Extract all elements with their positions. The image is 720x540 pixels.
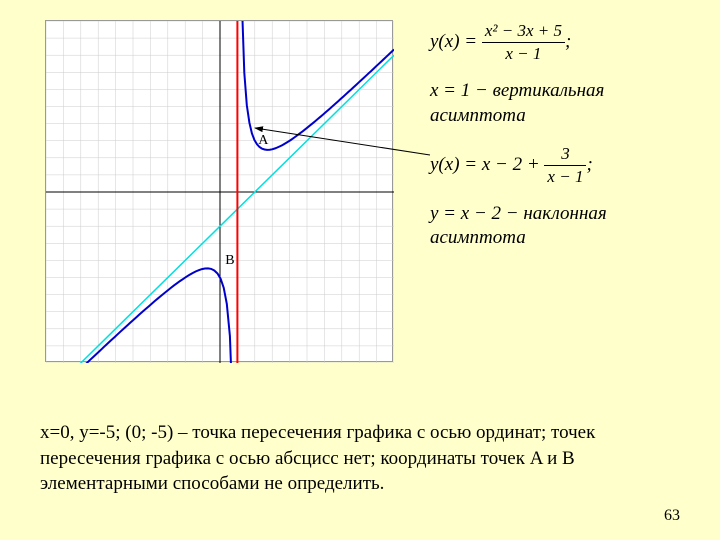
f2-line1: x = 1 − вертикальная bbox=[430, 79, 607, 104]
f4-line1: y = x − 2 − наклонная bbox=[430, 202, 607, 227]
f4-line2: асимптота bbox=[430, 226, 607, 251]
svg-text:A: A bbox=[258, 133, 269, 148]
f1-num: x² − 3x + 5 bbox=[482, 20, 565, 43]
f1-tail: ; bbox=[565, 31, 571, 52]
description-text: x=0, y=-5; (0; -5) – точка пересечения г… bbox=[40, 420, 680, 497]
formula-4: y = x − 2 − наклонная асимптота bbox=[430, 202, 607, 251]
f3-den: x − 1 bbox=[544, 166, 586, 188]
svg-text:B: B bbox=[225, 253, 234, 268]
f3-lhs: y(x) = x − 2 + bbox=[430, 154, 544, 175]
f1-den: x − 1 bbox=[482, 43, 565, 65]
formula-1: y(x) = x² − 3x + 5 x − 1 ; bbox=[430, 20, 607, 65]
f2-line2: асимптота bbox=[430, 104, 607, 129]
formula-2: x = 1 − вертикальная асимптота bbox=[430, 79, 607, 128]
function-chart: AB bbox=[45, 20, 393, 362]
formula-panel: y(x) = x² − 3x + 5 x − 1 ; x = 1 − верти… bbox=[430, 20, 607, 265]
f3-num: 3 bbox=[544, 143, 586, 166]
formula-3: y(x) = x − 2 + 3 x − 1 ; bbox=[430, 143, 607, 188]
chart-svg: AB bbox=[46, 21, 394, 363]
f1-lhs: y(x) = bbox=[430, 31, 482, 52]
f3-tail: ; bbox=[586, 154, 592, 175]
page-number: 63 bbox=[664, 507, 680, 525]
desc-line: x=0, y=-5; (0; -5) – точка пересечения г… bbox=[40, 422, 595, 494]
